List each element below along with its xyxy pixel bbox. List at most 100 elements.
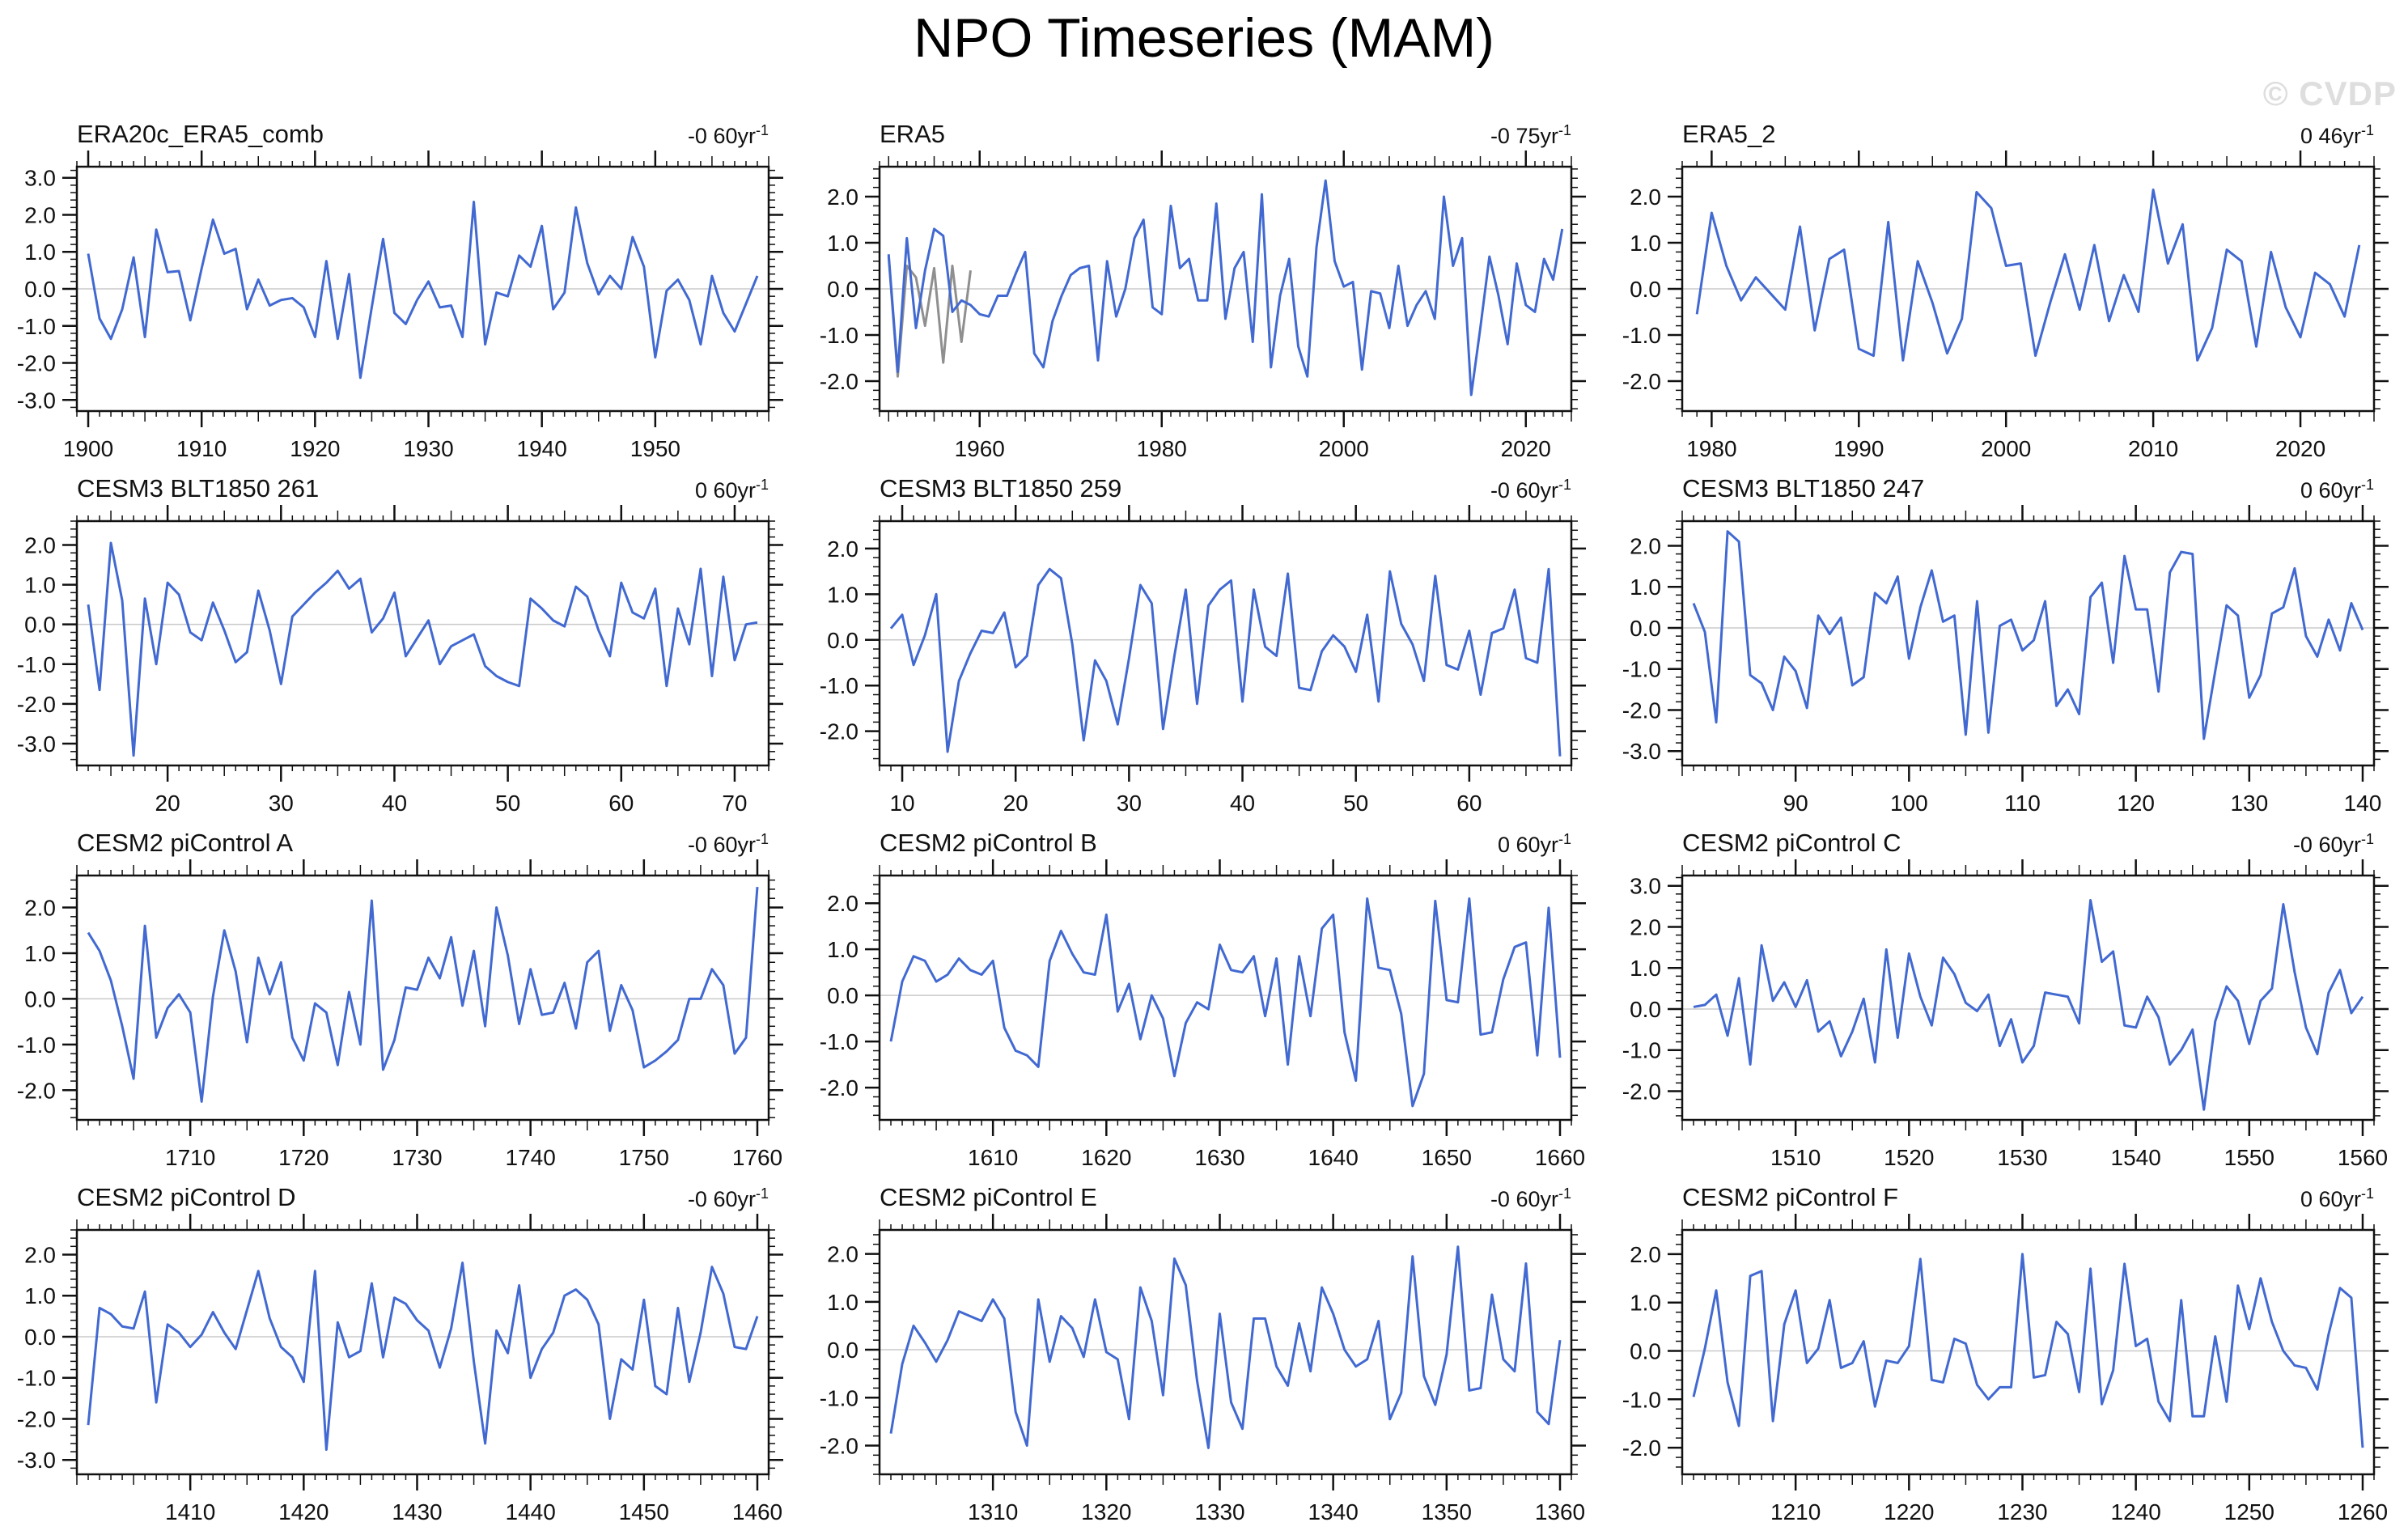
y-tick-label: -1.0 xyxy=(17,652,56,677)
x-tick-label: 1310 xyxy=(968,1499,1018,1524)
x-tick-label: 1620 xyxy=(1081,1145,1131,1170)
timeseries-plot: 1610 1620 1630 1640 1650 1660 2.0 1.0 0.0 -1.0 -2.… xyxy=(820,859,1586,1170)
panel-header: CESM2 piControl B 0 60yr-1 xyxy=(803,824,1605,858)
panel-header: CESM2 piControl E -0 60yr-1 xyxy=(803,1178,1605,1212)
y-tick-label: 2.0 xyxy=(827,891,858,916)
timeseries-plot: 1510 1520 1530 1540 1550 1560 3.0 2.0 1.0 0.0 -1.0… xyxy=(1622,859,2389,1170)
x-tick-label: 1510 xyxy=(1770,1145,1821,1170)
x-tick-label: 1460 xyxy=(732,1499,782,1524)
y-tick-label: 2.0 xyxy=(1630,533,1661,558)
timeseries-panel-cesm2-picontrol-f: CESM2 piControl F 0 60yr-1 1210 1220 1230 124… xyxy=(1605,1178,2408,1533)
x-tick-label: 40 xyxy=(382,791,407,816)
series-primary xyxy=(1692,1253,2364,1448)
x-tick-label: 1910 xyxy=(176,436,227,461)
timeseries-plot: 1410 1420 1430 1440 1450 1460 2.0 1.0 0.0 -1.0 -2.… xyxy=(17,1214,783,1524)
timeseries-panel-era5-2: ERA5_2 0 46yr-1 1980 1990 2000 2010 2020 2.0 1.0… xyxy=(1605,115,2408,469)
y-tick-label: -3.0 xyxy=(1622,739,1661,764)
y-tick-label: 1.0 xyxy=(24,1283,56,1308)
x-tick-label: 1950 xyxy=(630,436,680,461)
series-primary xyxy=(87,200,759,380)
x-tick-label: 1520 xyxy=(1884,1145,1934,1170)
x-tick-label: 1240 xyxy=(2111,1499,2161,1524)
x-tick-label: 1940 xyxy=(517,436,567,461)
y-tick-label: 2.0 xyxy=(24,1242,56,1267)
x-tick-label: 1330 xyxy=(1194,1499,1244,1524)
x-tick-label: 1430 xyxy=(392,1499,442,1524)
x-tick-label: 2020 xyxy=(1501,436,1551,461)
panel-title: CESM3 BLT1850 259 xyxy=(880,474,1122,502)
trend-label: 0 60yr-1 xyxy=(694,477,769,502)
x-tick-label: 1440 xyxy=(506,1499,556,1524)
trend-label: -0 60yr-1 xyxy=(687,1185,769,1211)
y-tick-label: -2.0 xyxy=(1622,1079,1661,1104)
y-tick-label: -2.0 xyxy=(820,719,858,744)
series-primary xyxy=(1695,188,2361,362)
x-tick-label: 20 xyxy=(1003,791,1028,816)
panel-header: ERA5_2 0 46yr-1 xyxy=(1605,115,2408,149)
panel-title: CESM3 BLT1850 261 xyxy=(77,474,320,502)
plot-frame xyxy=(75,874,770,1122)
y-tick-label: 2.0 xyxy=(24,202,56,227)
panel-title: CESM2 piControl B xyxy=(880,829,1097,857)
y-tick-label: 2.0 xyxy=(24,896,56,921)
y-tick-label: 1.0 xyxy=(24,941,56,966)
trend-label: -0 60yr-1 xyxy=(1490,1185,1571,1211)
x-tick-label: 1360 xyxy=(1535,1499,1585,1524)
x-tick-label: 1550 xyxy=(2224,1145,2274,1170)
y-tick-label: -2.0 xyxy=(820,1075,858,1100)
y-tick-label: 1.0 xyxy=(827,231,858,256)
x-tick-label: 1730 xyxy=(392,1145,442,1170)
x-tick-label: 1960 xyxy=(955,436,1005,461)
x-tick-label: 120 xyxy=(2117,791,2155,816)
x-tick-label: 30 xyxy=(1117,791,1142,816)
x-tick-label: 10 xyxy=(889,791,914,816)
x-tick-label: 1720 xyxy=(278,1145,329,1170)
x-tick-label: 1740 xyxy=(506,1145,556,1170)
x-tick-label: 30 xyxy=(269,791,294,816)
timeseries-plot: 1980 1990 2000 2010 2020 2.0 1.0 0.0 -1.0 -2.0 xyxy=(1622,151,2389,461)
series-primary xyxy=(87,541,758,757)
y-tick-label: 0.0 xyxy=(24,986,56,1011)
y-tick-label: 0.0 xyxy=(1630,277,1661,302)
x-tick-label: 1930 xyxy=(403,436,453,461)
plot-frame xyxy=(1681,874,2376,1122)
trend-label: -0 60yr-1 xyxy=(1490,477,1571,502)
timeseries-panel-cesm3-blt1850-247: CESM3 BLT1850 247 0 60yr-1 90 100 110 120 130 1… xyxy=(1605,469,2408,824)
x-tick-label: 1450 xyxy=(619,1499,669,1524)
plot-frame xyxy=(75,519,770,767)
page-title: NPO Timeseries (MAM) xyxy=(914,7,1494,69)
y-tick-label: 0.0 xyxy=(24,1325,56,1350)
plot-frame xyxy=(878,874,1573,1122)
timeseries-plot: 1960 1980 2000 2020 2.0 1.0 0.0 -1.0 -2.0 xyxy=(820,151,1586,461)
x-tick-label: 1250 xyxy=(2224,1499,2274,1524)
x-tick-label: 2000 xyxy=(1319,436,1369,461)
x-tick-label: 60 xyxy=(608,791,634,816)
x-tick-label: 1220 xyxy=(1884,1499,1934,1524)
timeseries-panel-cesm2-picontrol-a: CESM2 piControl A -0 60yr-1 1710 1720 1730 17… xyxy=(0,824,803,1178)
x-tick-label: 60 xyxy=(1456,791,1482,816)
timeseries-plot: 1900 1910 1920 1930 1940 1950 3.0 2.0 1.0 0.0 -1.0… xyxy=(17,151,783,461)
panel-header: CESM2 piControl C -0 60yr-1 xyxy=(1605,824,2408,858)
panel-header: ERA20c_ERA5_comb -0 60yr-1 xyxy=(0,115,803,149)
y-tick-label: 3.0 xyxy=(1630,874,1661,899)
y-tick-label: -1.0 xyxy=(17,314,56,339)
x-tick-label: 1660 xyxy=(1535,1145,1585,1170)
x-tick-label: 50 xyxy=(495,791,520,816)
x-tick-label: 70 xyxy=(722,791,747,816)
timeseries-panel-cesm3-blt1850-261: CESM3 BLT1850 261 0 60yr-1 20 30 40 50 60 70 2.0… xyxy=(0,469,803,824)
x-tick-label: 110 xyxy=(2004,791,2041,816)
panel-header: CESM3 BLT1850 259 -0 60yr-1 xyxy=(803,469,1605,503)
panel-header: CESM2 piControl A -0 60yr-1 xyxy=(0,824,803,858)
series-primary xyxy=(87,1261,759,1452)
y-tick-label: -2.0 xyxy=(17,351,56,376)
y-tick-label: 1.0 xyxy=(827,582,858,607)
y-tick-label: 2.0 xyxy=(1630,1242,1661,1267)
plot-frame xyxy=(878,519,1573,767)
y-tick-label: 2.0 xyxy=(1630,184,1661,210)
plot-frame xyxy=(75,1228,770,1476)
y-tick-label: 0.0 xyxy=(24,613,56,638)
y-tick-label: -1.0 xyxy=(820,323,858,348)
x-tick-label: 2010 xyxy=(2128,436,2178,461)
x-tick-label: 20 xyxy=(155,791,180,816)
timeseries-plot: 90 100 110 120 130 140 2.0 1.0 0.0 -1.0 -2.0 -3.0 xyxy=(1622,505,2389,816)
